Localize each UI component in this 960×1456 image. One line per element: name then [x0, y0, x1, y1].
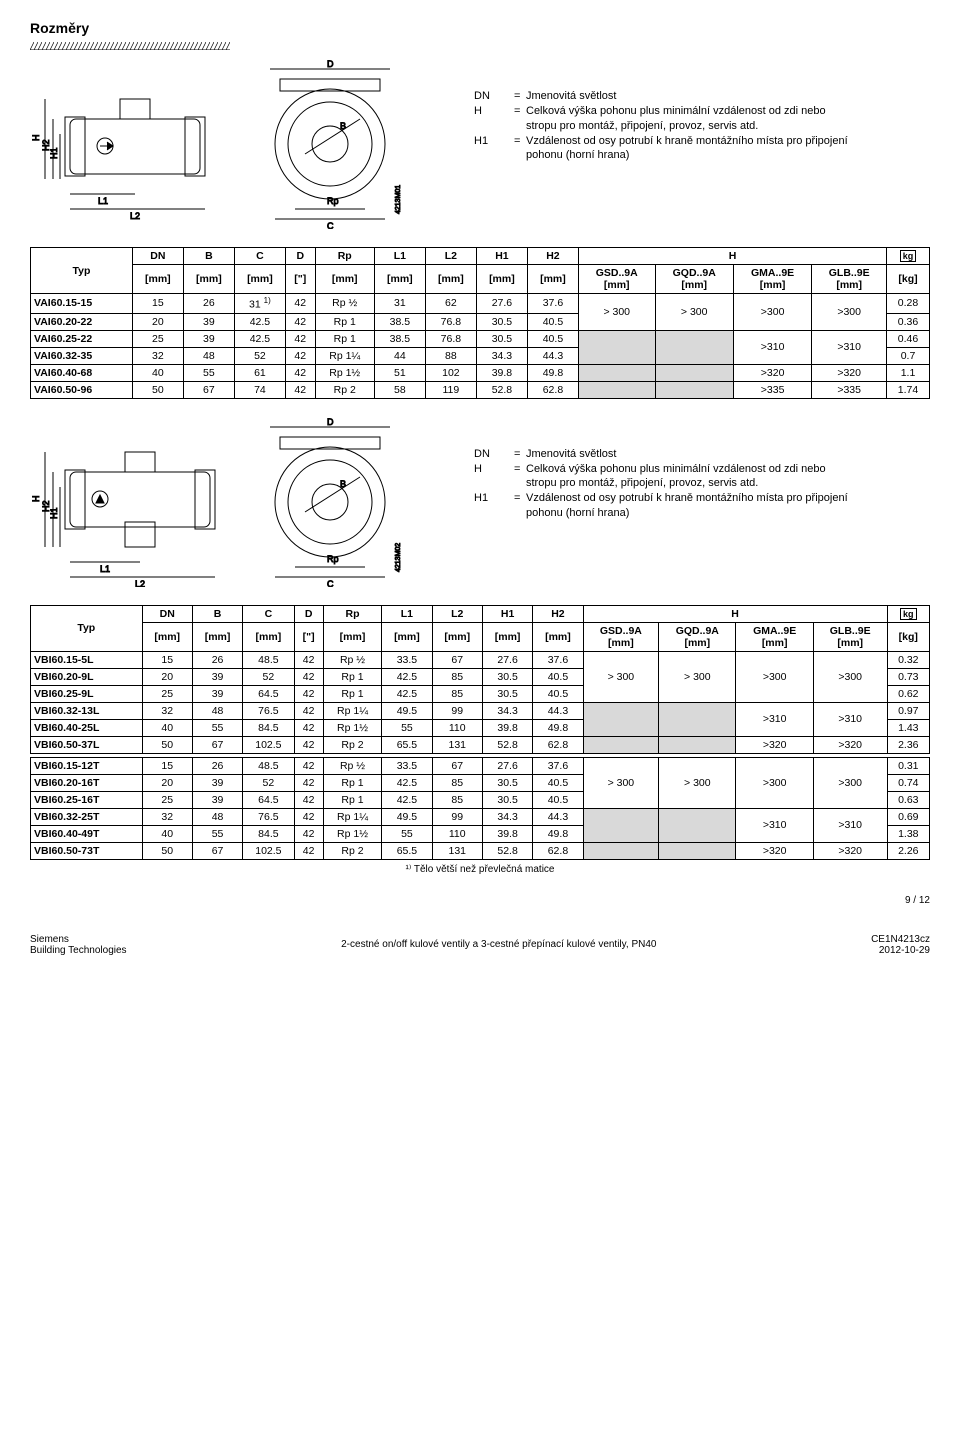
dimensions-table-2: Typ DNBCDRpL1L2H1H2 H kg [mm][mm][mm]["]…	[30, 605, 930, 860]
svg-text:L1: L1	[100, 564, 110, 574]
dimensions-table-1: Typ DNBCDRpL1L2H1H2 H kg [mm][mm][mm]["]…	[30, 247, 930, 399]
svg-text:4213M02: 4213M02	[395, 542, 402, 571]
page-footer: Siemens Building Technologies 2-cestné o…	[30, 934, 930, 956]
footnote: ¹⁾ Tělo větší než převlečná matice	[30, 864, 930, 875]
valve-diagram-3way: H H2 H1 L1 L2 D B Rp C 4213M02	[30, 417, 460, 587]
legend-block-1: DN=Jmenovitá světlost H=Celková výška po…	[474, 59, 854, 163]
svg-text:D: D	[327, 417, 334, 427]
svg-text:C: C	[327, 221, 334, 229]
page-number: 9 / 12	[30, 895, 930, 906]
hatch-pattern	[30, 42, 230, 50]
legend-block-2: DN=Jmenovitá světlost H=Celková výška po…	[474, 417, 854, 521]
svg-text:B: B	[340, 121, 346, 131]
svg-text:H: H	[31, 495, 41, 502]
svg-text:L2: L2	[135, 579, 145, 587]
svg-text:L1: L1	[98, 196, 108, 206]
svg-text:4213M01: 4213M01	[395, 185, 402, 214]
svg-text:Rp: Rp	[327, 554, 339, 564]
svg-text:L2: L2	[130, 211, 140, 221]
svg-text:C: C	[327, 579, 334, 587]
svg-text:D: D	[327, 59, 334, 69]
valve-diagram-2way: H H2 H1 L1 L2 D B Rp C 4213M01	[30, 59, 460, 229]
svg-text:H: H	[31, 135, 41, 142]
svg-text:B: B	[340, 479, 346, 489]
svg-text:H1: H1	[49, 147, 59, 159]
page-title: Rozměry	[30, 20, 930, 36]
svg-text:Rp: Rp	[327, 196, 339, 206]
svg-text:H1: H1	[49, 507, 59, 519]
